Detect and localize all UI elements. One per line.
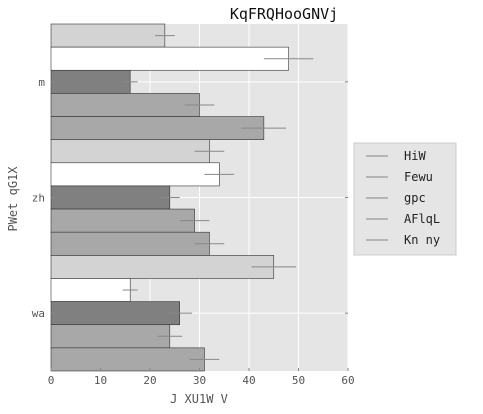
bar <box>50 93 200 117</box>
bar <box>50 278 131 302</box>
legend-label: HiW <box>404 149 426 163</box>
bar <box>50 23 166 48</box>
chart-title: KqFRQHooGNVj <box>230 5 338 23</box>
x-tick-label: 50 <box>292 374 305 387</box>
y-axis-label: PWet qG1X <box>6 166 20 232</box>
bar <box>50 301 180 326</box>
y-axis-ticks: m zh wa <box>32 76 348 320</box>
x-tick-label: 20 <box>143 374 156 387</box>
legend-label: Kn ny <box>404 233 440 247</box>
y-tick-label: m <box>38 76 45 89</box>
bar <box>50 324 171 349</box>
bar <box>50 69 131 94</box>
x-tick-label: 10 <box>94 374 107 387</box>
legend-label: Fewu <box>404 170 433 184</box>
x-tick-label: 0 <box>48 374 55 387</box>
bar <box>50 46 289 71</box>
x-axis-label: J XU1W V <box>170 392 228 406</box>
bar <box>50 347 205 372</box>
x-axis-ticks: 0 10 20 30 40 50 60 <box>48 368 355 387</box>
bar <box>50 139 210 164</box>
bars <box>50 23 314 372</box>
bar <box>50 116 265 140</box>
x-tick-label: 60 <box>341 374 354 387</box>
bar <box>50 231 210 256</box>
bar <box>50 162 220 187</box>
y-tick-label: zh <box>32 192 45 205</box>
x-tick-label: 40 <box>242 374 255 387</box>
y-tick-label: wa <box>32 307 45 320</box>
bar <box>50 255 275 279</box>
legend-label: AFlqL <box>404 212 440 226</box>
legend: HiW Fewu gpc AFlqL Kn ny <box>353 142 457 256</box>
bar <box>50 208 195 233</box>
x-tick-label: 30 <box>193 374 206 387</box>
legend-label: gpc <box>404 191 426 205</box>
legend-box <box>353 142 457 256</box>
bar <box>50 185 171 210</box>
